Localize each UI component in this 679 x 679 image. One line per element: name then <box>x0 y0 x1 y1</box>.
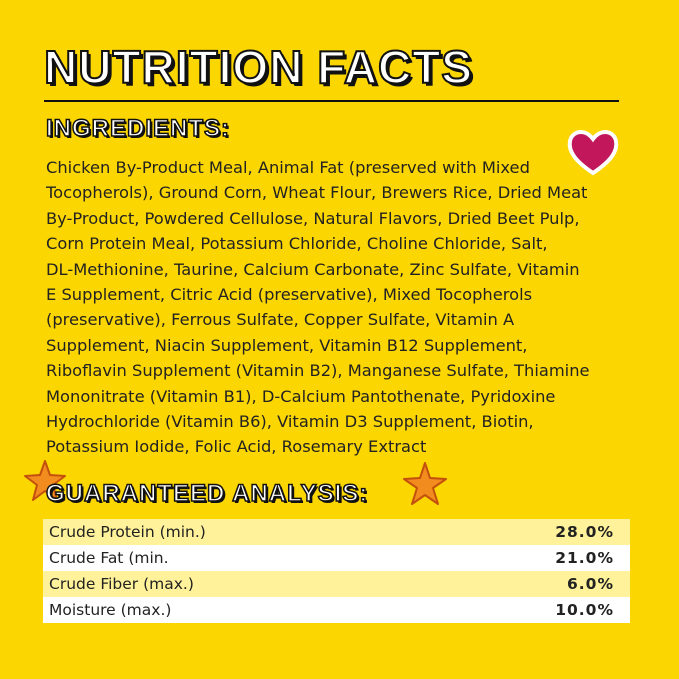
nutrient-value: 21.0% <box>555 549 614 567</box>
ingredients-line: Chicken By-Product Meal, Animal Fat (pre… <box>46 158 530 177</box>
heart-icon <box>567 130 619 176</box>
analysis-row: Moisture (max.) 10.0% <box>43 597 630 623</box>
ingredients-line: (preservative), Ferrous Sulfate, Copper … <box>46 310 515 330</box>
ingredients-line: Corn Protein Meal, Potassium Chloride, C… <box>46 234 548 254</box>
ingredients-line: Tocopherols), Ground Corn, Wheat Flour, … <box>46 183 588 203</box>
ingredients-text: Chicken By-Product Meal, Animal Fat (pre… <box>46 155 590 460</box>
ingredients-line: DL-Methionine, Taurine, Calcium Carbonat… <box>46 259 580 279</box>
title: NUTRITION FACTS <box>43 40 473 94</box>
ingredients-line: Supplement, Niacin Supplement, Vitamin B… <box>46 335 528 355</box>
analysis-row: Crude Fiber (max.) 6.0% <box>43 571 630 597</box>
star-icon <box>24 460 66 501</box>
ingredients-line: Riboflavin Supplement (Vitamin B2), Mang… <box>46 361 590 381</box>
ingredients-line: Potassium Iodide, Folic Acid, Rosemary E… <box>46 437 427 457</box>
star-icon <box>403 462 447 505</box>
analysis-table: Crude Protein (min.) 28.0% Crude Fat (min.… <box>43 519 630 623</box>
analysis-heading: GUARANTEED ANALYSIS: <box>45 479 369 508</box>
ingredients-line: By-Product, Powdered Cellulose, Natural … <box>46 208 580 228</box>
ingredients-line: Mononitrate (Vitamin B1), D-Calcium Pant… <box>46 386 556 406</box>
analysis-row: Crude Protein (min.) 28.0% <box>43 519 630 545</box>
nutrient-value: 6.0% <box>567 575 614 593</box>
ingredients-line: E Supplement, Citric Acid (preservative)… <box>46 285 533 305</box>
analysis-row: Crude Fat (min. 21.0% <box>43 545 630 571</box>
divider <box>44 100 619 102</box>
ingredients-heading: INGREDIENTS: <box>45 114 231 143</box>
nutrient-name: Crude Fat (min. <box>49 549 169 567</box>
nutrient-name: Moisture (max.) <box>49 601 172 619</box>
nutrient-name: Crude Protein (min.) <box>49 523 206 541</box>
nutrient-value: 10.0% <box>555 601 614 619</box>
nutrient-name: Crude Fiber (max.) <box>49 575 194 593</box>
nutrient-value: 28.0% <box>555 523 614 541</box>
ingredients-line: Hydrochloride (Vitamin B6), Vitamin D3 S… <box>46 412 534 432</box>
